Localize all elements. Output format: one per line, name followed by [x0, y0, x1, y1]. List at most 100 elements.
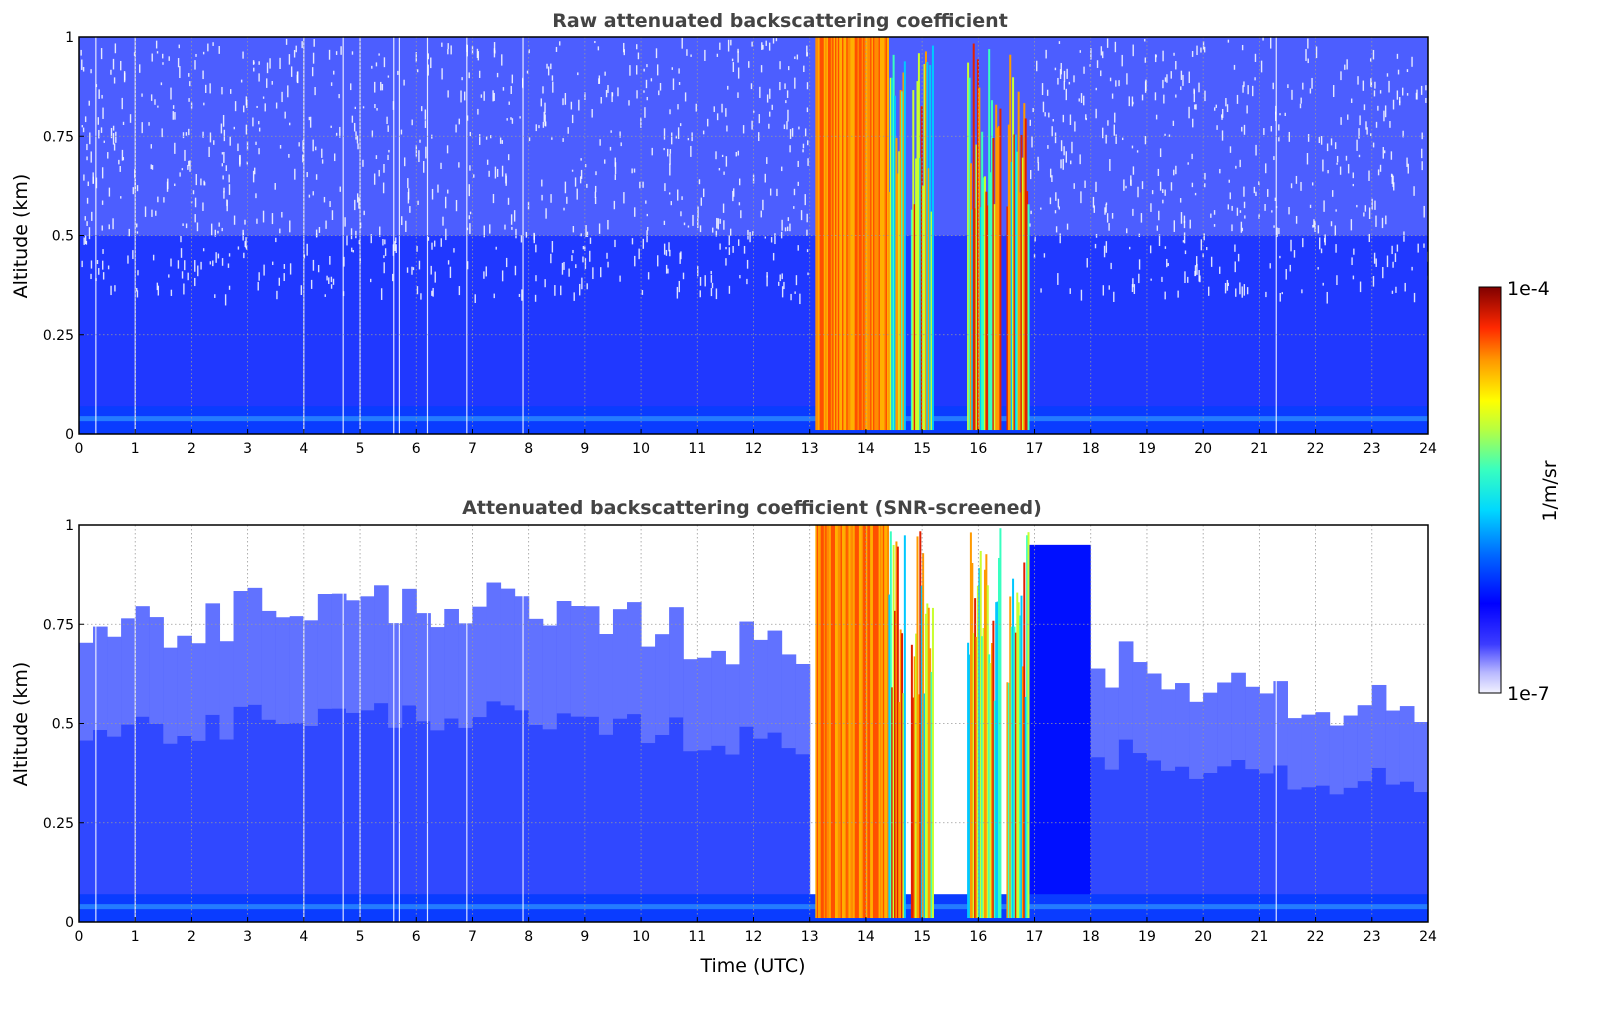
noise-speck	[578, 99, 580, 111]
noise-speck	[392, 273, 394, 282]
colorbar: 1e-4 1e-7 1/m/sr	[1478, 278, 1561, 705]
noise-speck	[513, 210, 516, 222]
noise-speck	[1078, 98, 1080, 102]
cloud-strip	[975, 636, 978, 919]
screened-pale	[1287, 718, 1303, 790]
noise-speck	[86, 197, 89, 204]
screened-pale	[1315, 712, 1331, 786]
screened-pale	[486, 582, 502, 702]
noise-speck	[738, 178, 741, 186]
noise-speck	[477, 108, 479, 115]
noise-speck	[779, 61, 781, 70]
screened-pale	[655, 634, 670, 735]
noise-speck	[178, 44, 180, 49]
cloud-strip	[1020, 134, 1023, 431]
noise-speck	[214, 294, 216, 298]
x-tick-label: 24	[1419, 929, 1437, 945]
cloud-strip	[983, 569, 986, 919]
noise-speck	[1407, 163, 1409, 174]
cloud-strip	[898, 151, 901, 431]
cloud-strip	[992, 138, 995, 431]
noise-speck	[100, 48, 103, 60]
noise-speck	[290, 66, 293, 77]
noise-speck	[1236, 94, 1239, 104]
cloud-strip	[929, 648, 932, 919]
cloud-strip	[1020, 595, 1023, 919]
noise-speck	[1284, 112, 1286, 116]
noise-speck	[1213, 210, 1216, 215]
noise-speck	[330, 82, 333, 86]
noise-speck	[1194, 265, 1197, 276]
noise-speck	[1375, 258, 1377, 267]
noise-speck	[1234, 261, 1236, 273]
noise-speck	[458, 286, 461, 296]
noise-speck	[510, 117, 512, 120]
noise-speck	[1243, 201, 1246, 209]
noise-speck	[416, 245, 418, 252]
noise-speck	[1123, 179, 1125, 191]
noise-speck	[373, 173, 376, 185]
cloud-strip	[969, 163, 972, 431]
noise-speck	[738, 202, 741, 206]
noise-speck	[1164, 189, 1166, 196]
noise-speck	[1200, 239, 1203, 251]
noise-speck	[687, 225, 690, 228]
noise-speck	[478, 70, 481, 78]
cloud-strip	[979, 207, 982, 431]
noise-speck	[1167, 263, 1169, 266]
noise-speck	[354, 106, 357, 110]
cloud-strip	[930, 671, 933, 919]
noise-speck	[1159, 148, 1162, 158]
noise-speck	[1311, 182, 1314, 186]
x-tick-label: 8	[524, 441, 533, 457]
cloud-strip	[1012, 578, 1015, 919]
noise-speck	[182, 132, 185, 139]
noise-speck	[672, 78, 675, 90]
noise-speck	[1187, 162, 1189, 165]
noise-speck	[1399, 100, 1401, 104]
noise-speck	[223, 129, 226, 142]
cloud-strip	[863, 37, 866, 431]
noise-speck	[300, 285, 303, 295]
noise-speck	[716, 113, 719, 121]
noise-speck	[379, 226, 381, 237]
noise-speck	[1227, 39, 1230, 43]
noise-speck	[572, 249, 574, 254]
noise-speck	[764, 236, 767, 239]
noise-speck	[162, 62, 164, 65]
noise-speck	[1332, 85, 1335, 97]
cloud-strip	[867, 37, 870, 431]
noise-speck	[474, 294, 476, 303]
cloud-strip	[1027, 532, 1030, 919]
noise-speck	[1278, 137, 1280, 142]
noise-speck	[407, 178, 409, 189]
noise-speck	[409, 206, 411, 213]
noise-speck	[297, 71, 299, 84]
noise-speck	[387, 75, 390, 78]
noise-speck	[1030, 169, 1032, 180]
noise-speck	[480, 94, 483, 98]
noise-speck	[1395, 286, 1397, 293]
noise-speck	[333, 70, 335, 75]
noise-speck	[807, 272, 809, 276]
colorbar-min-label: 1e-7	[1507, 683, 1550, 705]
noise-speck	[749, 231, 751, 243]
noise-speck	[1063, 81, 1065, 90]
noise-speck	[469, 165, 471, 171]
noise-speck	[1150, 203, 1152, 212]
noise-speck	[651, 147, 653, 156]
cloud-strip	[1019, 192, 1022, 431]
noise-speck	[177, 58, 180, 68]
noise-speck	[1180, 70, 1183, 80]
noise-speck	[129, 114, 132, 123]
noise-speck	[806, 107, 809, 113]
noise-speck	[185, 132, 188, 136]
cloud-strip	[833, 37, 836, 431]
noise-speck	[542, 86, 544, 94]
noise-speck	[798, 126, 800, 130]
cloud-strip	[972, 633, 975, 919]
noise-speck	[394, 241, 396, 252]
noise-speck	[187, 272, 189, 281]
noise-speck	[1274, 197, 1277, 202]
noise-speck	[1368, 233, 1371, 243]
